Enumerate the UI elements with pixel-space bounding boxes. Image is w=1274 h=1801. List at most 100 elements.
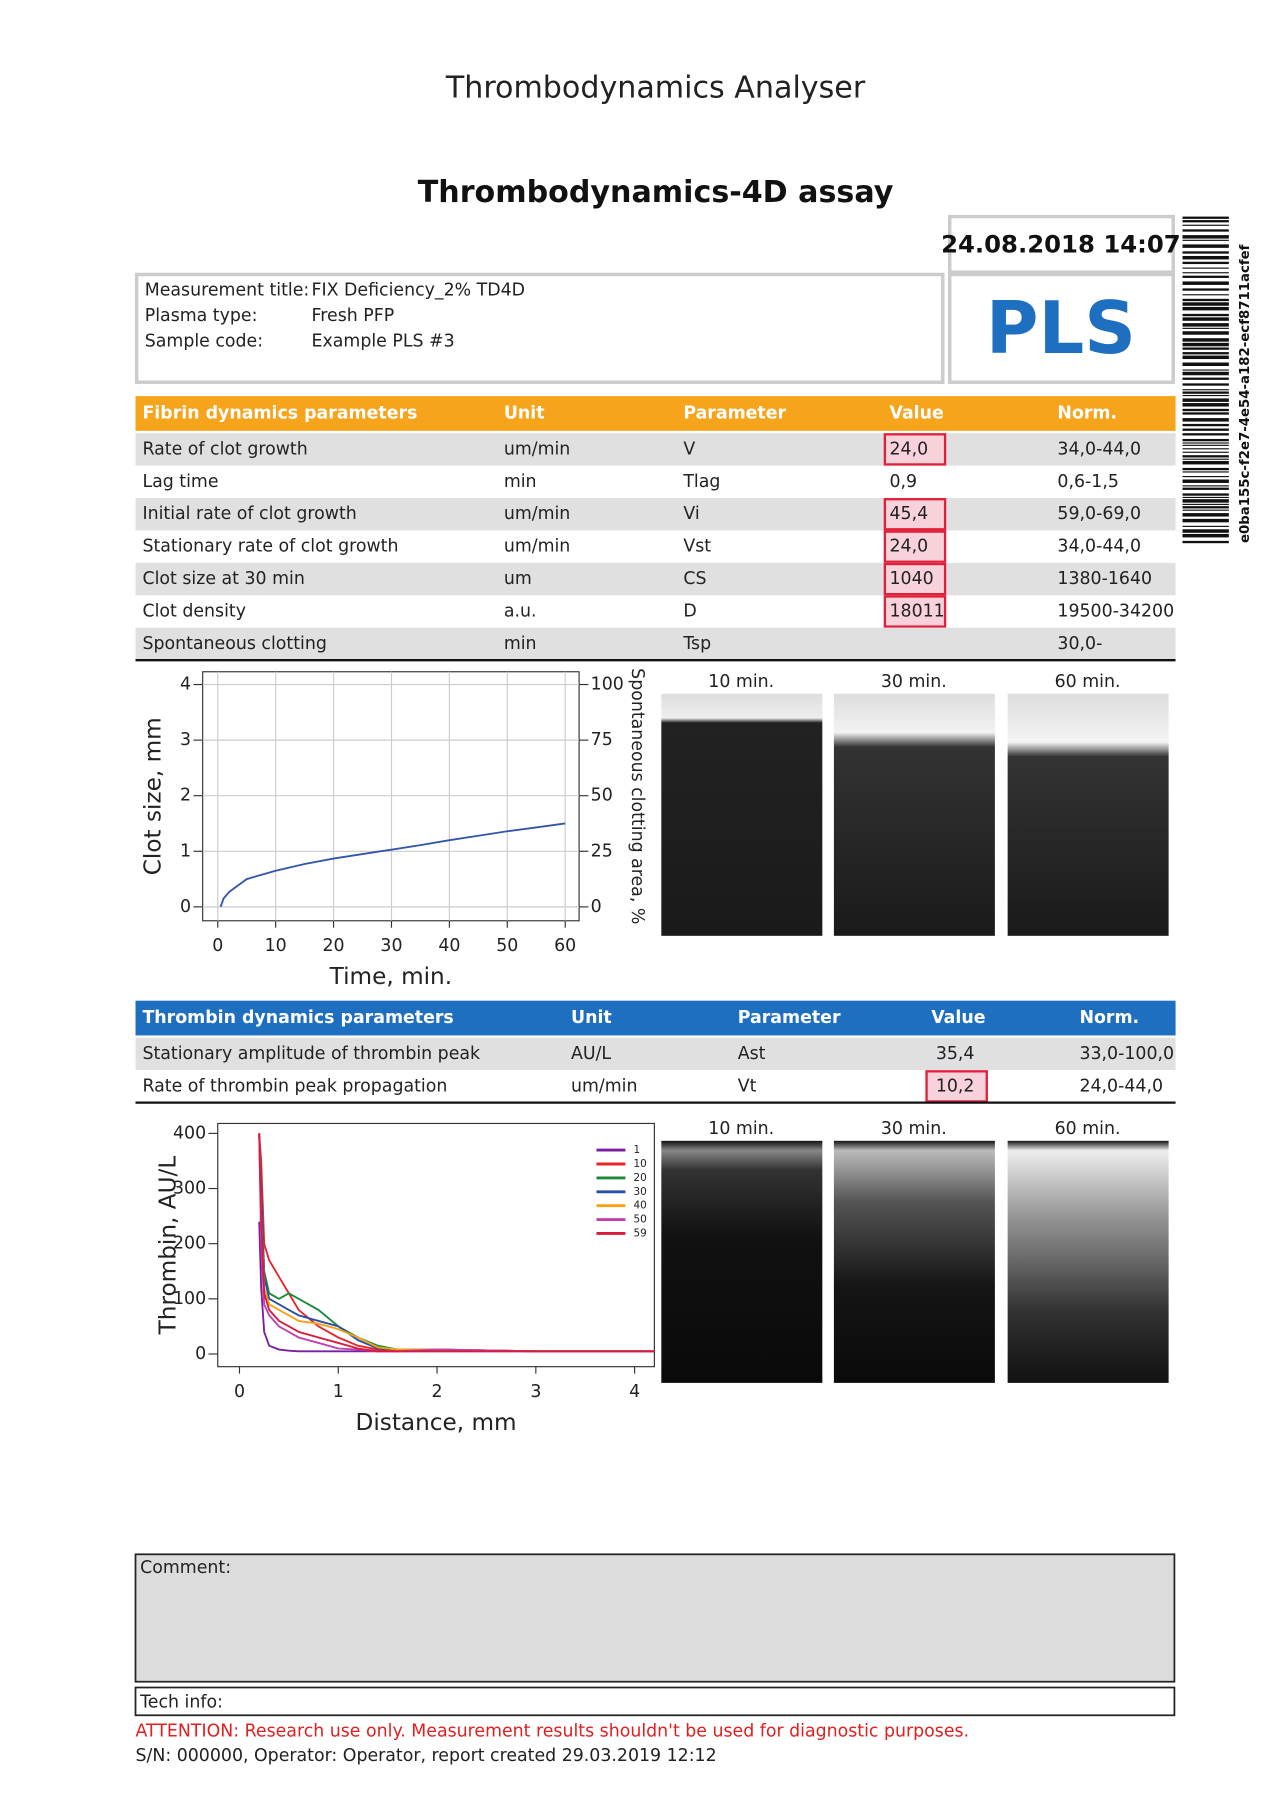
- barcode-text: e0ba155c-f2e7-4e54-a182-ecf8711acfef: [1238, 244, 1253, 543]
- barcode-bar: [1182, 408, 1229, 412]
- x-tick-label: 0: [234, 1382, 245, 1402]
- cell: 1380-1640: [1057, 569, 1152, 589]
- microscopy-image: [1007, 693, 1169, 936]
- attention: ATTENTION: Research use only. Measuremen…: [136, 1722, 970, 1742]
- barcode-bar: [1182, 294, 1229, 296]
- cell: 10,2: [936, 1076, 975, 1096]
- cell: Rate of clot growth: [142, 439, 307, 459]
- flag-box: [883, 498, 947, 531]
- barcode-bar: [1182, 272, 1229, 274]
- image-label: 60 min.: [1055, 672, 1121, 692]
- barcode-bar: [1182, 383, 1229, 386]
- y2-tick-label: 25: [591, 841, 613, 861]
- x-tick-label: 3: [530, 1382, 541, 1402]
- barcode-bar: [1182, 251, 1229, 254]
- barcode-bar: [1182, 306, 1229, 311]
- cell: 18011: [889, 602, 944, 622]
- barcode-bar: [1182, 458, 1229, 460]
- x-tick-label: 60: [554, 936, 576, 956]
- row-bg: [135, 627, 1176, 661]
- flag-box: [883, 562, 947, 596]
- column-header: Unit: [571, 1008, 612, 1028]
- barcode-bar: [1182, 418, 1229, 422]
- barcode-bar: [1182, 471, 1229, 473]
- info-value: Fresh PFP: [312, 306, 395, 326]
- barcode-bar: [1182, 327, 1229, 329]
- barcode-bar: [1182, 444, 1229, 446]
- row-bg: [135, 562, 1176, 596]
- barcode-bar: [1182, 302, 1229, 306]
- barcode-bar: [1182, 533, 1229, 538]
- barcode-bar: [1182, 261, 1229, 265]
- barcode-bar: [1182, 317, 1229, 321]
- y2-tick-label: 100: [591, 675, 624, 695]
- barcode-bar: [1182, 448, 1229, 450]
- cell: AU/L: [571, 1044, 611, 1064]
- flag-box: [883, 530, 947, 563]
- cell: D: [683, 602, 696, 622]
- barcode-bar: [1182, 224, 1229, 226]
- barcode-bar: [1182, 455, 1229, 458]
- table-header: [135, 396, 1176, 431]
- x-tick-label: 50: [496, 936, 518, 956]
- x-axis-label: Distance, mm: [356, 1410, 517, 1436]
- barcode-bar: [1182, 476, 1229, 478]
- cell: um/min: [504, 537, 571, 557]
- barcode-bar: [1182, 398, 1229, 402]
- cell: Rate of thrombin peak propagation: [142, 1076, 447, 1096]
- cell: Ast: [738, 1044, 766, 1064]
- x-tick-label: 2: [432, 1382, 443, 1402]
- barcode-bar: [1182, 216, 1229, 219]
- cell: 34,0-44,0: [1057, 537, 1141, 557]
- cell: 45,4: [889, 504, 928, 524]
- cell: Vi: [683, 504, 699, 524]
- column-header: Fibrin dynamics parameters: [142, 403, 417, 423]
- cell: um/min: [504, 504, 571, 524]
- barcode-bar: [1182, 493, 1229, 496]
- footer: S/N: 000000, Operator: Operator, report …: [136, 1746, 717, 1766]
- barcode-bar: [1182, 371, 1229, 376]
- barcode-bar: [1182, 377, 1229, 380]
- tech-info-box: [134, 1686, 1176, 1717]
- barcode-bar: [1182, 342, 1229, 347]
- barcode-bar: [1182, 428, 1229, 431]
- y-tick-label: 200: [173, 1234, 206, 1254]
- x-axis-label: Time, min.: [329, 964, 452, 990]
- flag-box: [925, 1070, 988, 1103]
- barcode-bar: [1182, 244, 1229, 248]
- legend-label: 50: [634, 1214, 647, 1226]
- column-header: Value: [889, 403, 943, 423]
- barcode-bar: [1182, 389, 1229, 391]
- barcode-bar: [1182, 229, 1229, 232]
- barcode-bar: [1182, 347, 1229, 350]
- legend-label: 1: [634, 1144, 641, 1156]
- cell: 24,0: [889, 537, 928, 557]
- x-tick-label: 1: [333, 1382, 344, 1402]
- barcode-bar: [1182, 255, 1229, 260]
- flag-box: [883, 595, 947, 628]
- y-tick-label: 1: [180, 841, 191, 861]
- flag-box: [883, 433, 947, 466]
- column-header: Norm.: [1057, 403, 1117, 423]
- cell: Tsp: [682, 634, 711, 654]
- image-label: 10 min.: [708, 1119, 774, 1139]
- column-header: Unit: [504, 403, 545, 423]
- image-label: 60 min.: [1055, 1119, 1121, 1139]
- microscopy-image: [661, 693, 823, 936]
- analyser-title: Thrombodynamics Analyser: [445, 71, 866, 106]
- barcode-bar: [1182, 220, 1229, 223]
- barcode-bar: [1182, 331, 1229, 335]
- table-header: [135, 1000, 1176, 1036]
- date: 24.08.2018 14:07: [941, 230, 1181, 259]
- cell: Lag time: [142, 472, 218, 492]
- barcode-bar: [1182, 442, 1229, 444]
- x-tick-label: 40: [438, 936, 460, 956]
- cell: V: [683, 439, 695, 459]
- x-tick-label: 0: [212, 936, 223, 956]
- image-label: 30 min.: [881, 672, 947, 692]
- barcode-bar: [1182, 362, 1229, 366]
- barcode-bar: [1182, 355, 1229, 360]
- comment-box: [134, 1553, 1176, 1683]
- row-bg: [135, 1037, 1176, 1071]
